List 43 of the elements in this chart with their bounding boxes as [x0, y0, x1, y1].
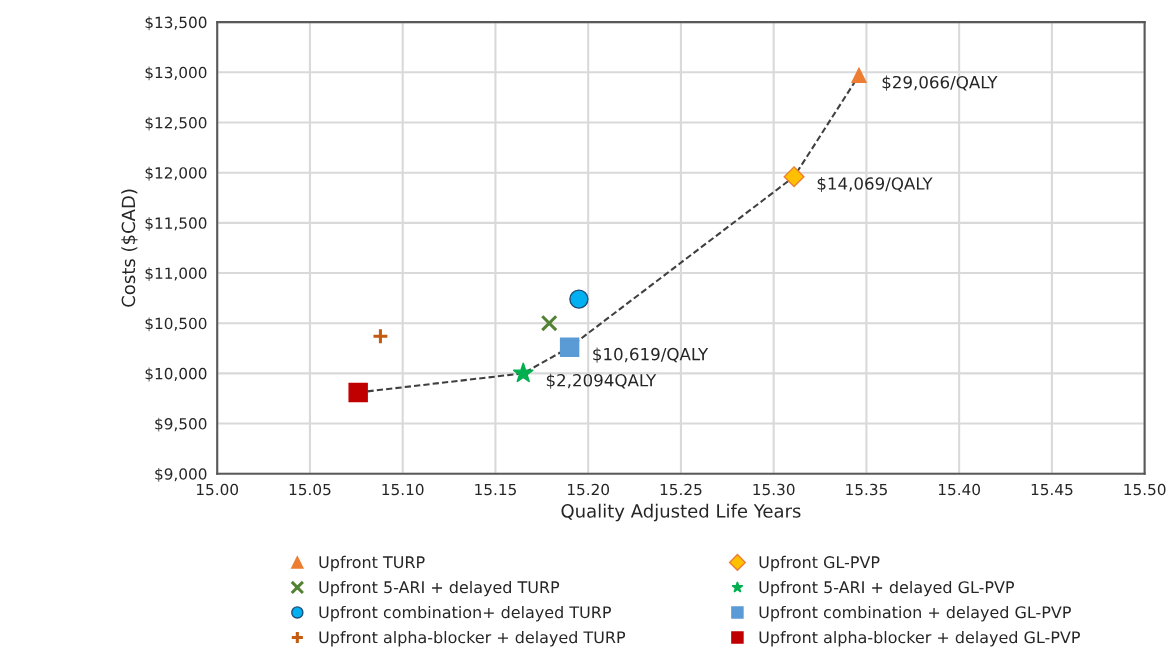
y-tick-label: $10,500 [145, 317, 207, 332]
y-tick-label: $11,000 [145, 267, 207, 282]
annotation: $29,066/QALY [882, 75, 998, 91]
y-tick-label: $12,500 [145, 116, 207, 131]
legend-label: Upfront alpha-blocker + delayed TURP [319, 630, 626, 647]
x-tick-label: 15.20 [567, 483, 610, 496]
point [348, 382, 368, 403]
legend-label: Upfront 5-ARI + delayed TURP [319, 580, 560, 597]
x-tick-label: 15.05 [289, 483, 331, 496]
legend-label: Upfront 5-ARI + delayed GL-PVP [759, 580, 1015, 597]
legend-label: Upfront GL-PVP [759, 555, 880, 572]
point [371, 327, 389, 345]
x-tick-label: 15.50 [1124, 483, 1166, 496]
point [559, 337, 580, 358]
y-tick-label: $10,000 [145, 367, 207, 382]
point [512, 362, 534, 383]
y-tick-label: $11,500 [145, 217, 207, 231]
point [569, 289, 589, 309]
annotation: $14,069/QALY [817, 176, 933, 193]
y-tick-label: $13,500 [145, 16, 207, 31]
x-tick-label: 15.35 [846, 483, 887, 496]
x-tick-label: 15.10 [382, 483, 424, 496]
legend-label: Upfront TURP [319, 555, 425, 572]
point [783, 166, 805, 188]
y-tick-label: $12,000 [145, 166, 207, 181]
point [540, 314, 558, 332]
legend-label: Upfront alpha-blocker + delayed GL-PVP [759, 630, 1080, 647]
y-axis-title: Costs ($CAD) [121, 189, 138, 307]
x-axis-title: Quality Adjusted Life Years [561, 503, 801, 522]
legend-label: Upfront combination + delayed GL-PVP [759, 605, 1071, 622]
point [851, 67, 867, 83]
x-tick-label: 15.00 [197, 483, 239, 496]
x-tick-label: 15.25 [660, 483, 702, 496]
x-tick-label: 15.30 [753, 483, 795, 496]
y-tick-label: $13,000 [145, 66, 207, 81]
y-tick-label: $9,000 [155, 467, 207, 482]
annotation: $10,619/QALY [593, 347, 709, 363]
x-tick-label: 15.40 [938, 483, 981, 496]
y-tick-label: $9,500 [155, 417, 207, 432]
x-tick-label: 15.45 [1031, 483, 1073, 496]
legend-label: Upfront combination+ delayed TURP [319, 605, 611, 622]
x-tick-label: 15.15 [475, 483, 516, 496]
annotation: $2,2094QALY [546, 373, 657, 389]
